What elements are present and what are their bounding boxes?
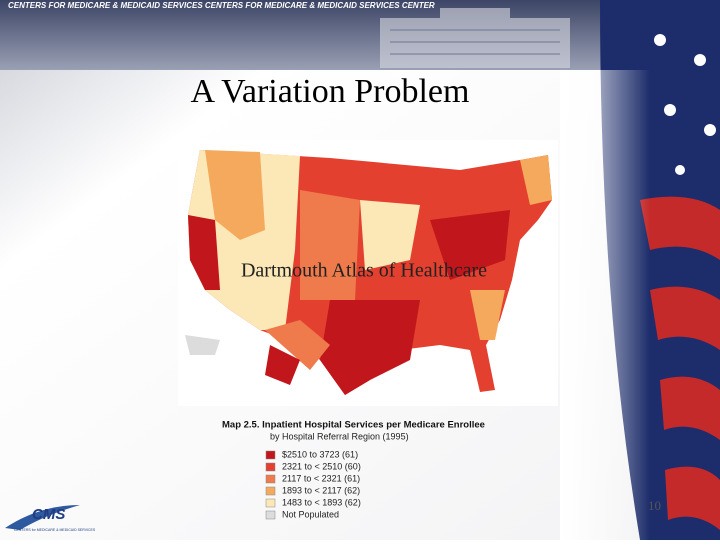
legend-label: Not Populated: [282, 509, 339, 519]
banner: [0, 0, 720, 70]
flag: [560, 0, 720, 540]
map-subtitle: by Hospital Referral Region (1995): [270, 431, 409, 441]
legend-swatch: [265, 510, 276, 520]
logo-name: CMS: [32, 506, 65, 523]
legend-label: 2321 to < 2510 (60): [282, 461, 361, 471]
legend-swatch: [265, 498, 276, 508]
legend-label: 1893 to < 2117 (62): [282, 485, 360, 495]
legend-swatch: [265, 486, 276, 496]
legend-label: 2117 to < 2321 (61): [282, 473, 360, 483]
map-title: Map 2.5. Inpatient Hospital Services per…: [222, 420, 485, 431]
us-map: [178, 140, 558, 406]
overlay-text: Dartmouth Atlas of Healthcare: [241, 260, 487, 282]
legend-label: 1483 to < 1893 (62): [282, 497, 361, 507]
banner-text: CENTERS FOR MEDICARE & MEDICAID SERVICES…: [8, 1, 435, 10]
legend-swatch: [265, 450, 276, 460]
legend: $2510 to 3723 (61) 2321 to < 2510 (60) 211…: [265, 449, 361, 520]
slide-title: A Variation Problem: [191, 73, 470, 110]
building: [380, 8, 570, 68]
legend-swatch: [265, 462, 276, 472]
legend-label: $2510 to 3723 (61): [282, 449, 358, 459]
page-number: 10: [648, 498, 661, 513]
building-windows: [390, 29, 560, 55]
logo-tagline: CENTERS for MEDICARE & MEDICAID SERVICES: [14, 528, 96, 532]
legend-swatch: [265, 474, 276, 484]
cms-logo: CMS CENTERS for MEDICARE & MEDICAID SERV…: [5, 505, 96, 532]
